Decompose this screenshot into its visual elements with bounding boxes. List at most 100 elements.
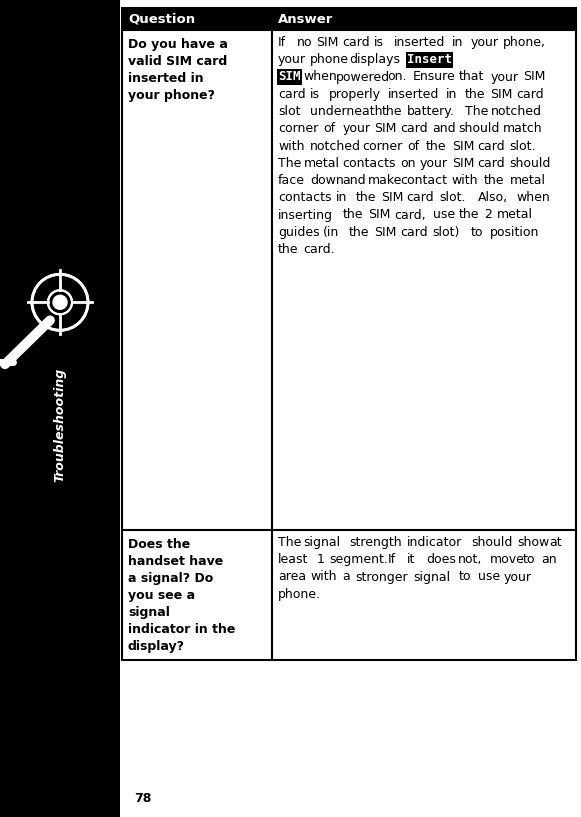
- Text: SIM: SIM: [316, 36, 339, 49]
- Text: to: to: [471, 225, 483, 239]
- Text: metal: metal: [510, 174, 546, 187]
- Text: card: card: [278, 87, 306, 100]
- Text: area: area: [278, 570, 306, 583]
- Text: in: in: [336, 191, 347, 204]
- Text: down: down: [310, 174, 344, 187]
- Text: with: with: [310, 570, 336, 583]
- Text: to: to: [458, 570, 471, 583]
- Text: inserted: inserted: [393, 36, 444, 49]
- Text: slot: slot: [278, 105, 300, 118]
- Text: Does the
handset have
a signal? Do
you see a
signal
indicator in the
display?: Does the handset have a signal? Do you s…: [128, 538, 235, 653]
- Text: the: the: [356, 191, 376, 204]
- Text: should: should: [510, 157, 551, 170]
- Text: card: card: [478, 157, 505, 170]
- Text: your: your: [503, 570, 531, 583]
- Text: stronger: stronger: [355, 570, 408, 583]
- Text: and: and: [432, 123, 456, 136]
- Text: SIM: SIM: [452, 157, 474, 170]
- Text: inserted: inserted: [388, 87, 439, 100]
- Text: SIM: SIM: [490, 87, 513, 100]
- Text: the: the: [349, 225, 370, 239]
- Text: face: face: [278, 174, 305, 187]
- Text: phone: phone: [310, 53, 349, 66]
- Text: card: card: [407, 191, 435, 204]
- Text: when: when: [304, 70, 338, 83]
- Text: SIM: SIM: [375, 123, 397, 136]
- Text: the: the: [458, 208, 479, 221]
- Text: least: least: [278, 553, 309, 566]
- Text: no: no: [297, 36, 313, 49]
- Text: The: The: [278, 536, 302, 549]
- Text: strength: strength: [349, 536, 401, 549]
- Text: battery.: battery.: [407, 105, 455, 118]
- Text: on: on: [400, 157, 416, 170]
- Text: notched: notched: [491, 105, 542, 118]
- Text: it: it: [407, 553, 415, 566]
- Text: If: If: [388, 553, 396, 566]
- Text: signal: signal: [304, 536, 341, 549]
- Text: the: the: [278, 243, 299, 256]
- Text: Answer: Answer: [278, 12, 333, 25]
- Text: should: should: [458, 123, 500, 136]
- Text: SIM: SIM: [375, 225, 397, 239]
- Text: powered: powered: [336, 70, 390, 83]
- Text: your: your: [471, 36, 498, 49]
- Text: of: of: [407, 140, 419, 153]
- Text: contacts: contacts: [342, 157, 396, 170]
- Text: metal: metal: [497, 208, 533, 221]
- Text: in: in: [446, 87, 457, 100]
- Text: Do you have a
valid SIM card
inserted in
your phone?: Do you have a valid SIM card inserted in…: [128, 38, 228, 102]
- Text: card: card: [400, 123, 428, 136]
- Text: SIM: SIM: [452, 140, 474, 153]
- Text: SIM: SIM: [381, 191, 403, 204]
- Text: slot.: slot.: [510, 140, 536, 153]
- Text: at: at: [549, 536, 562, 549]
- Text: 1: 1: [317, 553, 325, 566]
- Text: that: that: [458, 70, 484, 83]
- Text: underneath: underneath: [310, 105, 383, 118]
- Text: slot): slot): [432, 225, 460, 239]
- Text: phone.: phone.: [278, 587, 321, 600]
- Text: the: the: [381, 105, 402, 118]
- Text: card: card: [400, 225, 428, 239]
- Text: card: card: [517, 87, 544, 100]
- Text: card,: card,: [394, 208, 426, 221]
- Text: SIM: SIM: [368, 208, 391, 221]
- Text: with: with: [452, 174, 478, 187]
- Text: card: card: [478, 140, 505, 153]
- Text: is: is: [374, 36, 384, 49]
- Text: SIM: SIM: [278, 70, 300, 83]
- Text: when: when: [517, 191, 550, 204]
- Bar: [122, 8, 576, 660]
- Text: show: show: [517, 536, 549, 549]
- Text: your: your: [490, 70, 519, 83]
- Text: displays: displays: [349, 53, 400, 66]
- Text: the: the: [426, 140, 447, 153]
- Text: corner: corner: [278, 123, 318, 136]
- Text: slot.: slot.: [439, 191, 465, 204]
- Text: your: your: [342, 123, 370, 136]
- Text: (in: (in: [323, 225, 339, 239]
- Bar: [122, 8, 576, 30]
- Text: The: The: [465, 105, 489, 118]
- Text: in: in: [451, 36, 463, 49]
- Text: card: card: [342, 36, 370, 49]
- Text: 2: 2: [484, 208, 492, 221]
- Text: on.: on.: [388, 70, 407, 83]
- Text: to: to: [522, 553, 535, 566]
- Text: move: move: [490, 553, 525, 566]
- Text: indicator: indicator: [407, 536, 462, 549]
- Text: metal: metal: [304, 157, 340, 170]
- Text: your: your: [278, 53, 306, 66]
- Text: signal: signal: [413, 570, 450, 583]
- Text: phone,: phone,: [503, 36, 546, 49]
- Text: Troubleshooting: Troubleshooting: [53, 368, 66, 482]
- Text: If: If: [278, 36, 286, 49]
- Text: use: use: [478, 570, 500, 583]
- Text: match: match: [503, 123, 543, 136]
- Text: a: a: [342, 570, 350, 583]
- Text: an: an: [541, 553, 557, 566]
- Text: is: is: [310, 87, 320, 100]
- Circle shape: [53, 295, 67, 310]
- Text: notched: notched: [310, 140, 361, 153]
